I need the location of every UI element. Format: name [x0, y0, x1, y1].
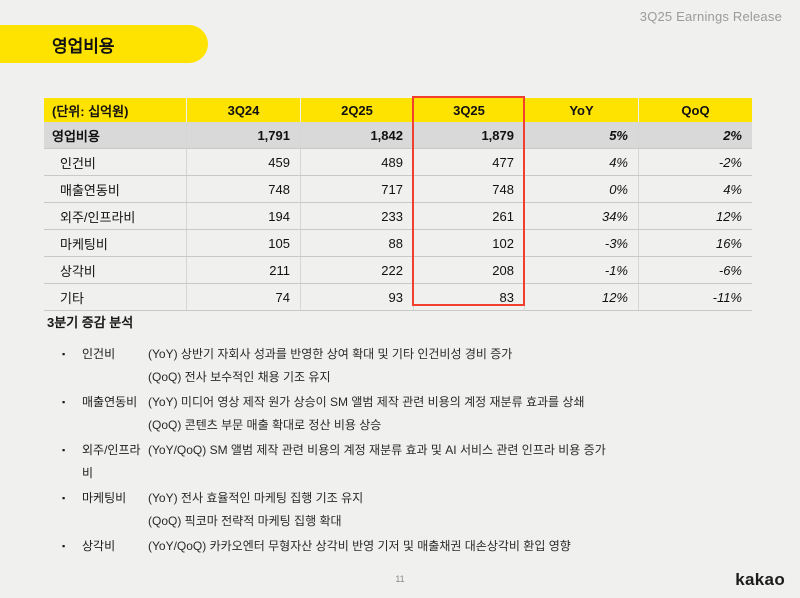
value-qoq: 16% — [638, 230, 752, 256]
value-2q25: 717 — [300, 176, 413, 202]
value-3q24: 748 — [186, 176, 300, 202]
value-3q24: 105 — [186, 230, 300, 256]
value-2q25: 1,842 — [300, 122, 413, 148]
table-row: 매출연동비 748 717 748 0% 4% — [44, 176, 752, 203]
value-3q25: 83 — [413, 284, 524, 310]
kakao-logo: kakao — [735, 570, 785, 589]
col-header-3q25: 3Q25 — [413, 98, 524, 122]
page-title-badge: 영업비용 — [0, 25, 208, 63]
value-2q25: 88 — [300, 230, 413, 256]
analysis-item: ▪ 매출연동비 (YoY) 미디어 영상 제작 원가 상승이 SM 앨범 제작 … — [47, 391, 767, 437]
bullet-icon: ▪ — [62, 397, 66, 407]
value-yoy: 4% — [524, 149, 638, 175]
value-yoy: -3% — [524, 230, 638, 256]
row-label: 외주/인프라비 — [60, 209, 136, 225]
analysis-item: ▪ 외주/인프라비 (YoY/QoQ) SM 앨범 제작 관련 비용의 계정 재… — [47, 439, 767, 485]
value-2q25: 233 — [300, 203, 413, 229]
value-2q25: 489 — [300, 149, 413, 175]
bullet-icon: ▪ — [62, 445, 66, 455]
analysis-line: (YoY/QoQ) SM 앨범 제작 관련 비용의 계정 재분류 효과 및 AI… — [148, 443, 606, 457]
analysis-item-lines: (YoY/QoQ) SM 앨범 제작 관련 비용의 계정 재분류 효과 및 AI… — [148, 439, 767, 462]
analysis-item-label: 인건비 — [82, 347, 116, 361]
analysis-line: (YoY) 미디어 영상 제작 원가 상승이 SM 앨범 제작 관련 비용의 계… — [148, 395, 585, 409]
bullet-icon: ▪ — [62, 493, 66, 503]
col-header-2q25: 2Q25 — [300, 98, 413, 122]
analysis-item-lines: (YoY) 전사 효율적인 마케팅 집행 기조 유지 (QoQ) 픽코마 전략적… — [148, 487, 767, 533]
analysis-item-label: 마케팅비 — [82, 491, 127, 505]
analysis-item-label: 외주/인프라비 — [82, 443, 141, 480]
table-header-row: (단위: 십억원) 3Q24 2Q25 3Q25 YoY QoQ — [44, 98, 752, 122]
analysis-item: ▪ 마케팅비 (YoY) 전사 효율적인 마케팅 집행 기조 유지 (QoQ) … — [47, 487, 767, 533]
row-label: 기타 — [60, 290, 84, 306]
value-qoq: -6% — [638, 257, 752, 283]
value-2q25: 222 — [300, 257, 413, 283]
value-3q25: 208 — [413, 257, 524, 283]
value-qoq: -11% — [638, 284, 752, 310]
bullet-icon: ▪ — [62, 349, 66, 359]
table-row: 마케팅비 105 88 102 -3% 16% — [44, 230, 752, 257]
value-3q25: 748 — [413, 176, 524, 202]
value-3q24: 211 — [186, 257, 300, 283]
analysis-item: ▪ 인건비 (YoY) 상반기 자회사 성과를 반영한 상여 확대 및 기타 인… — [47, 343, 767, 389]
quarter-change-analysis: 3분기 증감 분석 ▪ 인건비 (YoY) 상반기 자회사 성과를 반영한 상여… — [47, 315, 767, 560]
value-qoq: 4% — [638, 176, 752, 202]
value-3q24: 1,791 — [186, 122, 300, 148]
row-label: 영업비용 — [44, 122, 186, 148]
table-row: 인건비 459 489 477 4% -2% — [44, 149, 752, 176]
analysis-line: (QoQ) 전사 보수적인 채용 기조 유지 — [148, 370, 331, 384]
analysis-item: ▪ 상각비 (YoY/QoQ) 카카오엔터 무형자산 상각비 반영 기저 및 매… — [47, 535, 767, 558]
col-header-qoq: QoQ — [638, 98, 752, 122]
row-label: 매출연동비 — [60, 182, 120, 198]
table-row: 외주/인프라비 194 233 261 34% 12% — [44, 203, 752, 230]
analysis-item-label: 매출연동비 — [82, 395, 138, 409]
bullet-icon: ▪ — [62, 541, 66, 551]
value-qoq: -2% — [638, 149, 752, 175]
value-3q25: 102 — [413, 230, 524, 256]
analysis-heading: 3분기 증감 분석 — [47, 315, 134, 330]
value-yoy: 34% — [524, 203, 638, 229]
value-2q25: 93 — [300, 284, 413, 310]
unit-label: (단위: 십억원) — [44, 98, 186, 122]
table-row: 기타 74 93 83 12% -11% — [44, 284, 752, 311]
analysis-item-lines: (YoY) 상반기 자회사 성과를 반영한 상여 확대 및 기타 인건비성 경비… — [148, 343, 767, 389]
analysis-line: (QoQ) 픽코마 전략적 마케팅 집행 확대 — [148, 514, 342, 528]
page-title: 영업비용 — [52, 36, 115, 56]
col-header-yoy: YoY — [524, 98, 638, 122]
row-label: 인건비 — [60, 155, 96, 171]
opex-table: (단위: 십억원) 3Q24 2Q25 3Q25 YoY QoQ 영업비용 1,… — [44, 98, 752, 311]
analysis-item-label: 상각비 — [82, 539, 116, 553]
value-yoy: 0% — [524, 176, 638, 202]
value-qoq: 12% — [638, 203, 752, 229]
value-3q25: 477 — [413, 149, 524, 175]
page-number: 11 — [395, 574, 405, 584]
analysis-item-lines: (YoY) 미디어 영상 제작 원가 상승이 SM 앨범 제작 관련 비용의 계… — [148, 391, 767, 437]
row-label: 마케팅비 — [60, 236, 108, 252]
value-yoy: -1% — [524, 257, 638, 283]
analysis-line: (YoY) 상반기 자회사 성과를 반영한 상여 확대 및 기타 인건비성 경비… — [148, 347, 513, 361]
value-yoy: 12% — [524, 284, 638, 310]
analysis-line: (QoQ) 콘텐츠 부문 매출 확대로 정산 비용 상승 — [148, 418, 382, 432]
table-row: 상각비 211 222 208 -1% -6% — [44, 257, 752, 284]
value-yoy: 5% — [524, 122, 638, 148]
value-qoq: 2% — [638, 122, 752, 148]
table-row-total: 영업비용 1,791 1,842 1,879 5% 2% — [44, 122, 752, 149]
value-3q25: 261 — [413, 203, 524, 229]
value-3q25: 1,879 — [413, 122, 524, 148]
analysis-line: (YoY/QoQ) 카카오엔터 무형자산 상각비 반영 기저 및 매출채권 대손… — [148, 539, 571, 553]
value-3q24: 459 — [186, 149, 300, 175]
release-label: 3Q25 Earnings Release — [639, 9, 782, 24]
col-header-3q24: 3Q24 — [186, 98, 300, 122]
analysis-item-lines: (YoY/QoQ) 카카오엔터 무형자산 상각비 반영 기저 및 매출채권 대손… — [148, 535, 767, 558]
value-3q24: 74 — [186, 284, 300, 310]
row-label: 상각비 — [60, 263, 96, 279]
analysis-line: (YoY) 전사 효율적인 마케팅 집행 기조 유지 — [148, 491, 364, 505]
value-3q24: 194 — [186, 203, 300, 229]
